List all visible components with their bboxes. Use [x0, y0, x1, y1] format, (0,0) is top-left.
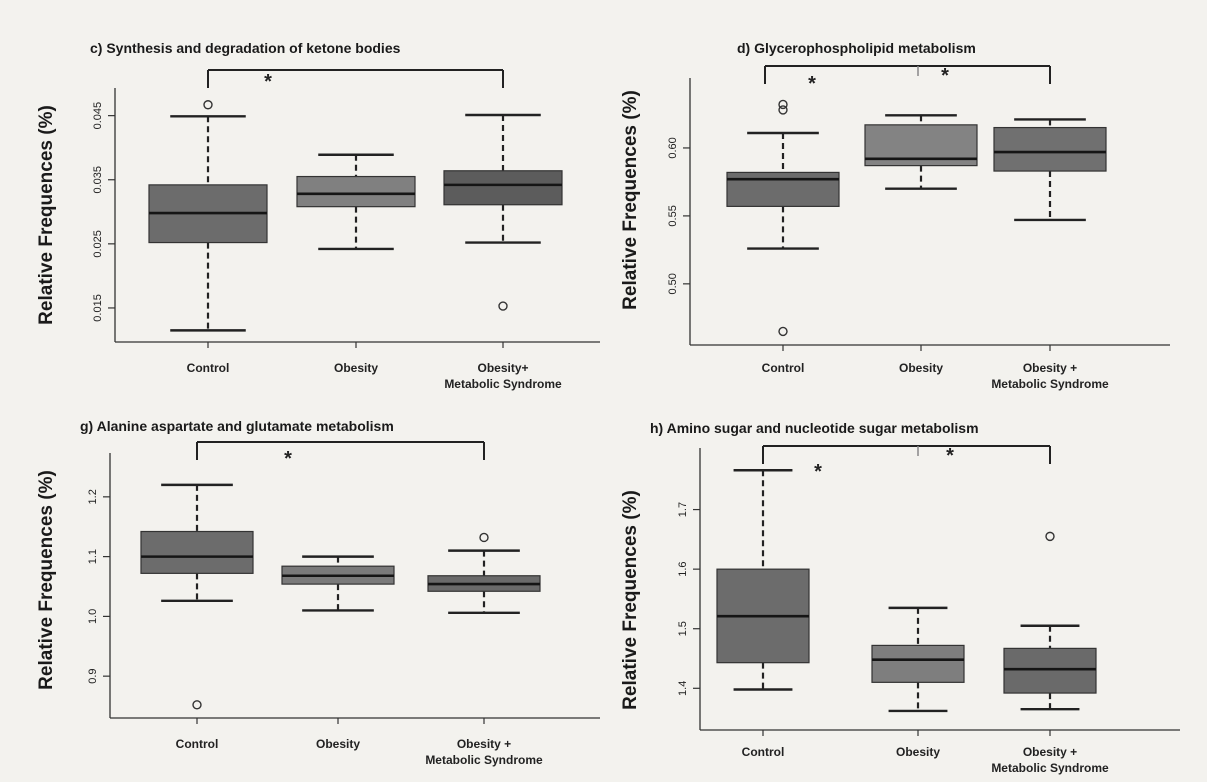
significance-star: * — [946, 445, 954, 467]
chart-panel: c) Synthesis and degradation of ketone b… — [36, 40, 600, 391]
box-0 — [726, 99, 840, 337]
outlier-point — [1045, 531, 1055, 542]
chart-title: d) Glycerophospholipid metabolism — [737, 40, 976, 56]
y-axis-label: Relative Frequences (%) — [620, 90, 641, 310]
y-tick-label: 1.7 — [677, 502, 689, 517]
significance-bracket: ** — [762, 445, 1051, 483]
significance-bracket: * — [196, 441, 485, 470]
box-iqr — [993, 126, 1107, 172]
y-tick-label: 0.045 — [92, 102, 104, 130]
x-category-label: Control — [742, 745, 785, 759]
outlier-point — [479, 532, 489, 543]
outlier-point — [778, 326, 788, 337]
box-iqr — [443, 170, 563, 206]
box-1 — [864, 114, 978, 190]
y-axis-label: Relative Frequences (%) — [36, 105, 57, 325]
x-category-label: Control — [176, 737, 219, 751]
significance-star: * — [808, 73, 816, 95]
chart-title: g) Alanine aspartate and glutamate metab… — [80, 418, 394, 434]
outlier-point — [778, 105, 788, 115]
x-category-label: Obesity + — [1023, 745, 1077, 759]
chart-panel: g) Alanine aspartate and glutamate metab… — [36, 418, 600, 767]
x-category-label: Metabolic Syndrome — [991, 761, 1109, 775]
box-0 — [716, 469, 810, 691]
y-axis-label: Relative Frequences (%) — [36, 470, 57, 690]
significance-bracket: * — [207, 69, 504, 93]
chart-panel: h) Amino sugar and nucleotide sugar meta… — [620, 420, 1180, 775]
box-2 — [427, 532, 541, 614]
box-1 — [281, 555, 395, 612]
significance-star: * — [284, 448, 292, 470]
significance-star: * — [941, 65, 949, 87]
x-category-label: Obesity — [316, 737, 360, 751]
outlier-point — [498, 301, 508, 311]
box-1 — [871, 606, 965, 713]
y-tick-label: 0.60 — [667, 137, 679, 158]
box-iqr — [871, 644, 965, 683]
y-tick-label: 1.5 — [677, 621, 689, 636]
x-category-label: Metabolic Syndrome — [991, 377, 1109, 391]
y-tick-label: 0.50 — [667, 273, 679, 294]
chart-title: h) Amino sugar and nucleotide sugar meta… — [650, 420, 979, 436]
y-tick-label: 1.4 — [677, 681, 689, 696]
y-tick-label: 0.025 — [92, 230, 104, 258]
x-category-label: Obesity + — [1023, 361, 1077, 375]
y-tick-label: 1.1 — [87, 549, 99, 564]
y-tick-label: 0.015 — [92, 294, 104, 322]
x-category-label: Metabolic Syndrome — [425, 753, 543, 767]
x-category-label: Obesity — [896, 745, 940, 759]
y-tick-label: 1.2 — [87, 489, 99, 504]
x-category-label: Obesity — [334, 361, 378, 375]
x-category-label: Obesity + — [457, 737, 511, 751]
y-tick-label: 0.9 — [87, 669, 99, 684]
outlier-point — [192, 700, 202, 710]
y-axis-label: Relative Frequences (%) — [620, 490, 641, 710]
significance-bracket: ** — [764, 65, 1051, 95]
chart-panel: d) Glycerophospholipid metabolism Relativ… — [620, 40, 1170, 391]
box-iqr — [296, 175, 416, 208]
box-2 — [993, 118, 1107, 222]
x-category-label: Obesity+ — [477, 361, 528, 375]
box-0 — [140, 483, 254, 710]
box-iqr — [726, 171, 840, 207]
y-tick-label: 1.6 — [677, 562, 689, 577]
y-tick-label: 0.55 — [667, 205, 679, 226]
x-category-label: Control — [762, 361, 805, 375]
x-category-label: Obesity — [899, 361, 943, 375]
significance-star: * — [814, 461, 822, 483]
box-iqr — [140, 530, 254, 574]
significance-star: * — [264, 71, 272, 93]
box-iqr — [1003, 647, 1097, 694]
box-1 — [296, 153, 416, 251]
chart-title: c) Synthesis and degradation of ketone b… — [90, 40, 401, 56]
outlier-point — [203, 100, 213, 110]
box-2 — [1003, 531, 1097, 711]
box-0 — [148, 100, 268, 332]
y-tick-label: 0.035 — [92, 166, 104, 194]
box-2 — [443, 113, 563, 311]
y-tick-label: 1.0 — [87, 609, 99, 624]
outlier-point — [778, 99, 788, 110]
x-category-label: Metabolic Syndrome — [444, 377, 562, 391]
x-category-label: Control — [187, 361, 230, 375]
